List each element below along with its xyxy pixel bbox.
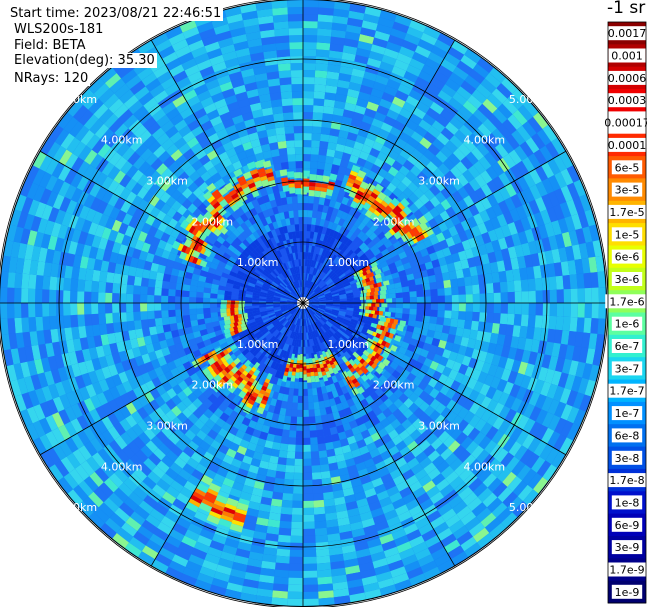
azimuth-spoke <box>39 150 304 304</box>
range-ring-label: 5.00km <box>56 501 98 514</box>
range-ring-label: 1.00km <box>328 256 370 269</box>
range-ring-label: 5.00km <box>56 93 98 106</box>
azimuth-spoke <box>150 302 304 567</box>
colorbar-tick-label: 0.001 <box>611 50 643 63</box>
range-ring-label: 4.00km <box>101 460 143 473</box>
colorbar-tick-label: 6e-8 <box>615 429 640 442</box>
colorbar-tick-label: 0.0003 <box>608 94 647 107</box>
field-label: Field: BETA <box>12 38 88 53</box>
colorbar-tick-label: 0.0017 <box>608 27 647 40</box>
colorbar-tick-label: 6e-6 <box>615 251 640 264</box>
colorbar-tick-label: 1.7e-5 <box>609 206 644 219</box>
range-ring-label: 2.00km <box>373 379 415 392</box>
range-ring-label: 1.00km <box>237 256 279 269</box>
colorbar-tick-label: 1.7e-8 <box>609 474 644 487</box>
azimuth-spoke <box>302 302 567 456</box>
instrument-label: WLS200s-181 <box>12 22 106 37</box>
elevation-label: Elevation(deg): 35.30 <box>12 53 157 68</box>
colorbar: 0.0017 0.001 0.0006 0.0003 0.00017 0.0001 6e-5… <box>601 21 647 604</box>
colorbar-tick-label: 3e-8 <box>615 452 640 465</box>
range-ring-label: 2.00km <box>373 215 415 228</box>
range-ring-label: 3.00km <box>418 175 460 188</box>
range-ring-label: 2.00km <box>192 379 234 392</box>
colorbar-tick-label: 6e-7 <box>615 340 640 353</box>
colorbar-tick-label: 3e-5 <box>615 184 640 197</box>
range-ring-label: 3.00km <box>418 420 460 433</box>
nrays-label: NRays: 120 <box>12 71 91 86</box>
azimuth-spoke <box>302 302 456 567</box>
radar-center-marker <box>297 297 309 309</box>
colorbar-tick-label: 1e-8 <box>615 496 640 509</box>
colorbar-tick-label: 1.7e-9 <box>609 564 644 577</box>
range-ring-label: 3.00km <box>146 175 188 188</box>
colorbar-tick-label: 3e-6 <box>615 273 640 286</box>
range-ring-label: 1.00km <box>237 338 279 351</box>
colorbar-tick-label: 1e-6 <box>615 318 640 331</box>
colorbar-tick-label: 0.00017 <box>604 117 647 130</box>
colorbar-tick-label: 6e-5 <box>615 161 640 174</box>
azimuth-spoke <box>39 302 304 456</box>
colorbar-tick-label: 1e-5 <box>615 228 640 241</box>
colorbar-tick-label: 1.7e-7 <box>609 385 644 398</box>
range-ring-label: 3.00km <box>146 420 188 433</box>
range-ring-label: 5.00km <box>509 93 551 106</box>
colorbar-tick-label: 0.0001 <box>608 139 647 152</box>
range-ring-label: 4.00km <box>464 134 506 147</box>
azimuth-spoke <box>302 39 456 304</box>
colorbar-tick-label: 3e-7 <box>615 362 640 375</box>
range-ring-labels: 1.00km 2.00km 3.00km 4.00km 5.00km 1.00km 2.00… <box>56 93 551 514</box>
azimuth-spoke <box>150 39 304 304</box>
range-ring-label: 4.00km <box>101 134 143 147</box>
colorbar-tick-label: 0.0006 <box>608 72 647 85</box>
colorbar-tick-label: 1.7e-6 <box>609 295 644 308</box>
range-ring-label: 5.00km <box>509 501 551 514</box>
azimuth-spoke <box>302 150 567 304</box>
colorbar-tick-label: 1e-7 <box>615 407 640 420</box>
colorbar-title: -1 sr <box>607 0 646 18</box>
start-time-label: Start time: 2023/08/21 22:46:51 <box>8 6 224 21</box>
colorbar-tick-label: 6e-9 <box>615 519 640 532</box>
range-ring-label: 2.00km <box>192 215 234 228</box>
colorbar-tick-label: 3e-9 <box>615 541 640 554</box>
range-ring-label: 1.00km <box>328 338 370 351</box>
range-ring-label: 4.00km <box>464 460 506 473</box>
colorbar-tick-label: 1e-9 <box>615 586 640 599</box>
